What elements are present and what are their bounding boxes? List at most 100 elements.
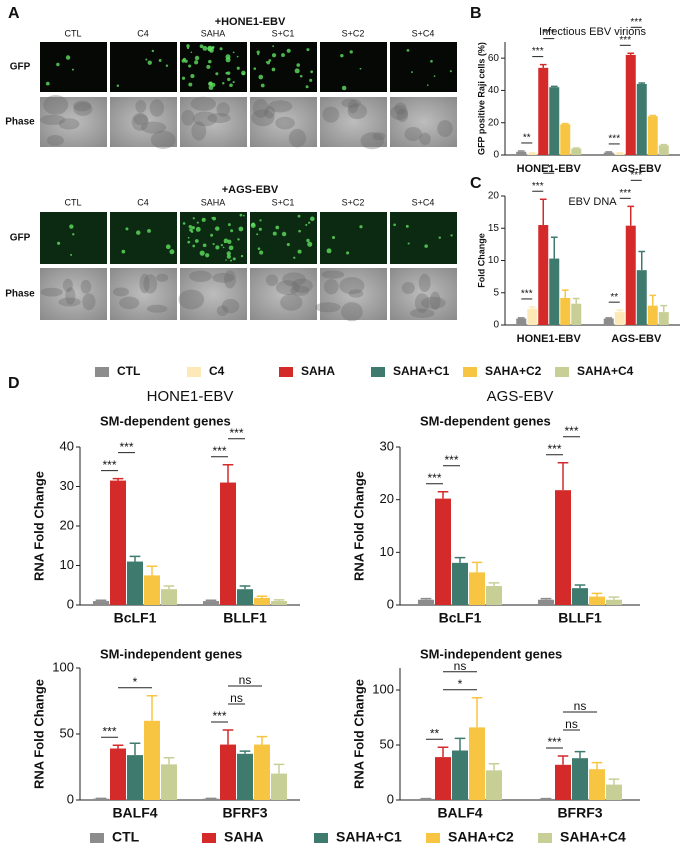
bar — [452, 562, 468, 605]
error-bar — [454, 556, 466, 563]
gfp-spot — [65, 55, 71, 60]
phase-cell-cluster — [82, 293, 96, 311]
bar — [560, 297, 571, 325]
phase-image — [250, 97, 317, 147]
error-bar — [539, 198, 547, 226]
error-bar — [471, 696, 483, 728]
gfp-spot — [158, 59, 162, 62]
bar — [538, 225, 549, 325]
gfp-spot — [195, 226, 201, 232]
error-bar — [574, 584, 586, 589]
phase-cell-cluster — [62, 278, 73, 293]
y-tick-label: 20 — [60, 517, 74, 532]
phase-cell-cluster — [150, 130, 176, 149]
error-bar — [557, 755, 569, 765]
bar — [572, 588, 588, 605]
significance-label: *** — [521, 289, 533, 300]
gfp-spot — [406, 48, 410, 52]
bar — [527, 308, 538, 325]
gfp-image — [40, 212, 107, 264]
error-bar — [574, 750, 586, 759]
error-bar — [420, 597, 432, 600]
legend-label: CTL — [117, 364, 140, 378]
phase-cell-cluster — [73, 100, 92, 112]
y-axis-label: RNA Fold Change — [351, 679, 366, 789]
gfp-spot — [136, 230, 141, 235]
phase-cell-cluster — [119, 296, 140, 310]
bar — [549, 87, 560, 155]
panel-title: +AGS-EBV — [222, 184, 279, 196]
gfp-spot — [211, 217, 214, 220]
chart-title: AGS-EBV — [487, 388, 554, 405]
significance-label: *** — [564, 424, 578, 438]
y-tick-label: 0 — [387, 596, 394, 611]
gfp-spot — [326, 248, 332, 254]
bar — [127, 561, 143, 605]
phase-image — [320, 268, 387, 320]
bar — [452, 750, 468, 800]
phase-cell-cluster — [58, 118, 80, 130]
phase-cell-cluster — [280, 293, 303, 311]
bar — [418, 599, 434, 605]
gfp-spot — [219, 47, 223, 51]
error-bar — [112, 744, 124, 749]
bar — [549, 258, 560, 325]
phase-image — [390, 97, 457, 147]
bar — [555, 764, 571, 800]
gfp-spot — [199, 44, 204, 49]
error-bar — [608, 778, 620, 785]
gfp-spot — [236, 55, 239, 58]
gfp-spot — [192, 217, 195, 220]
gfp-spot — [237, 238, 240, 241]
phase-cell-cluster — [252, 98, 269, 118]
column-label: SAHA — [201, 197, 226, 207]
gfp-spot — [359, 225, 363, 229]
gfp-spot — [230, 259, 233, 262]
gfp-spot — [306, 238, 310, 243]
gfp-spot — [191, 225, 195, 230]
gfp-spot — [194, 239, 199, 243]
bar — [527, 153, 538, 155]
gfp-spot — [222, 82, 225, 85]
bar — [110, 480, 126, 605]
gfp-spot — [201, 217, 206, 222]
significance-label: *** — [547, 442, 561, 456]
bar — [658, 312, 669, 325]
error-bar — [627, 52, 635, 55]
bar — [93, 798, 109, 800]
panel-label: B — [470, 5, 482, 22]
x-tick-label: BALF4 — [112, 805, 157, 821]
significance-label: *** — [543, 28, 555, 39]
legend-label: SAHA+C4 — [577, 364, 634, 378]
gfp-spot — [272, 231, 277, 236]
phase-image — [180, 97, 247, 147]
gfp-spot — [294, 68, 300, 74]
gfp-spot — [424, 244, 428, 248]
gfp-spot — [430, 59, 433, 63]
legend-swatch — [95, 367, 109, 377]
gfp-spot — [202, 243, 207, 248]
gfp-image — [390, 212, 457, 264]
column-label: S+C2 — [342, 197, 365, 207]
gfp-spot — [240, 254, 244, 258]
gfp-spot — [194, 55, 200, 61]
bar — [127, 755, 143, 800]
bar — [144, 575, 160, 605]
phase-cell-cluster — [360, 132, 385, 150]
gfp-spot — [190, 51, 193, 54]
y-tick-label: 30 — [60, 478, 74, 493]
bar — [237, 589, 253, 605]
error-bar — [256, 735, 268, 745]
error-bar — [222, 464, 234, 483]
phase-cell-cluster — [341, 98, 362, 108]
gfp-spot — [450, 234, 453, 237]
chart-subtitle: SM-dependent genes — [100, 413, 231, 428]
gfp-spot — [259, 219, 262, 222]
gfp-spot — [208, 59, 212, 64]
phase-cell-cluster — [178, 289, 205, 310]
y-tick-label: 40 — [488, 85, 500, 96]
x-tick-label: AGS-EBV — [611, 333, 662, 345]
gfp-spot — [275, 225, 280, 230]
gfp-spot — [181, 76, 186, 80]
phase-cell-cluster — [315, 302, 341, 313]
